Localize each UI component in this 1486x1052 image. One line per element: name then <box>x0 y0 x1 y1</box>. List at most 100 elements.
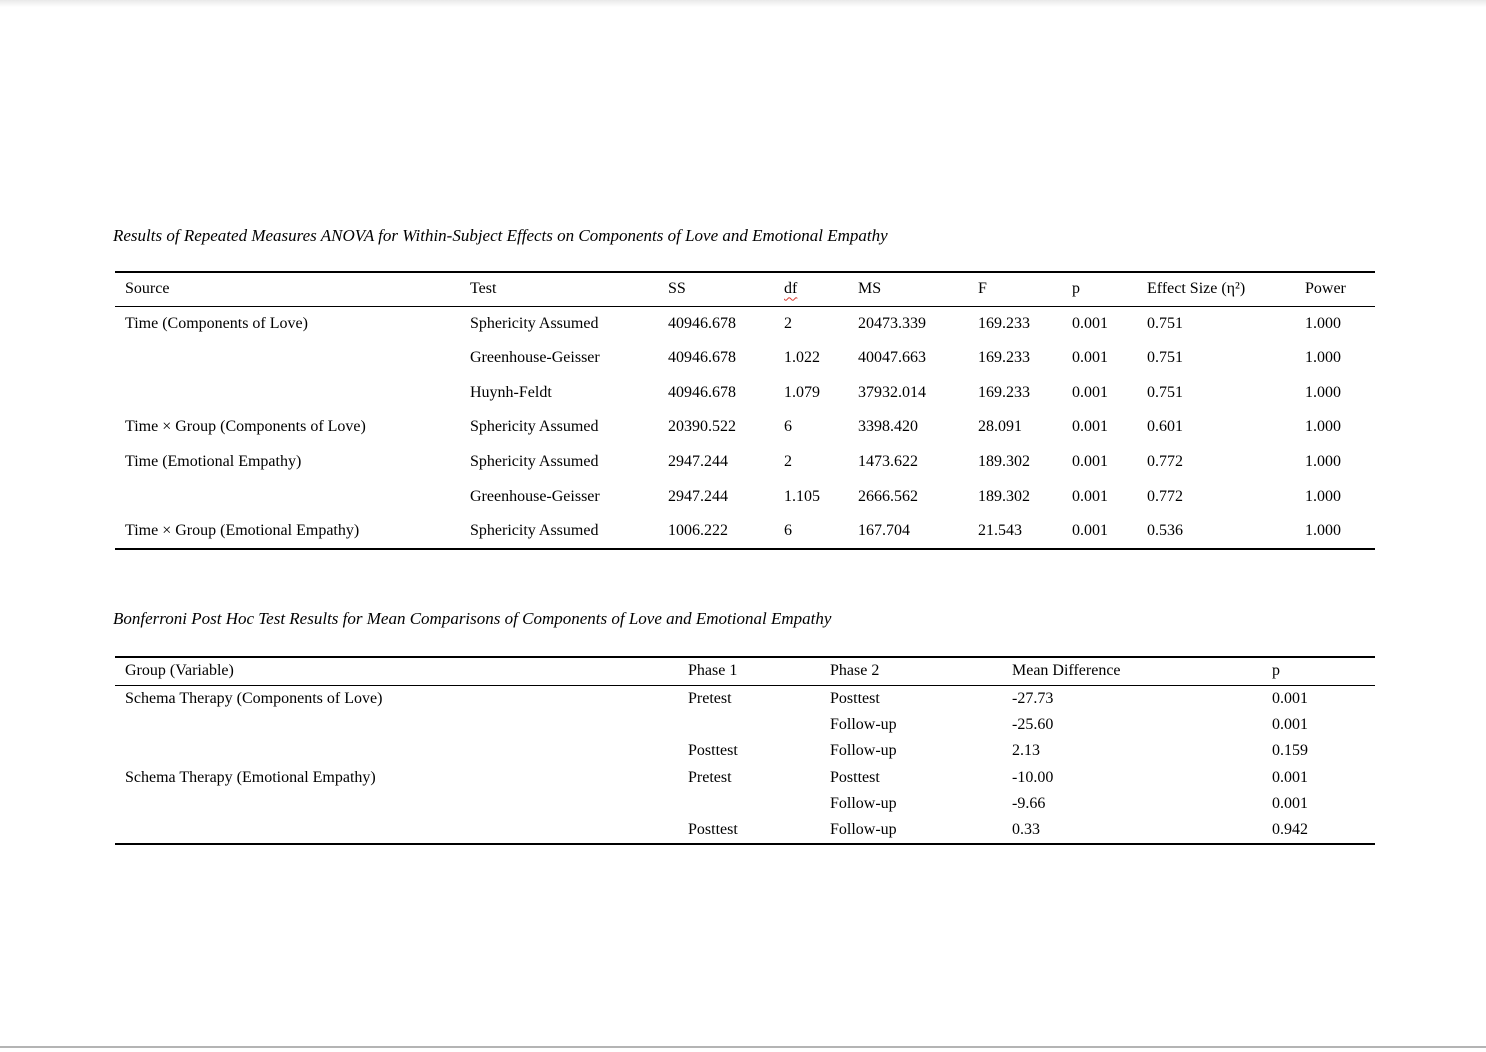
table-cell <box>688 712 830 739</box>
table-cell: Greenhouse-Geisser <box>470 487 600 505</box>
table-cell: 2947.244 <box>668 487 728 505</box>
table-cell: 0.751 <box>1147 314 1183 332</box>
table-cell <box>115 479 470 514</box>
posthoc-table: Group (Variable) Phase 1 Phase 2 Mean Di… <box>115 656 1375 845</box>
table-cell: Time (Emotional Empathy) <box>125 453 302 471</box>
table-cell: Follow-up <box>830 742 897 760</box>
table-cell: 28.091 <box>978 418 1022 436</box>
table-cell: 20473.339 <box>858 314 926 332</box>
table-cell: 0.601 <box>1147 418 1183 436</box>
table-row: Time × Group (Components of Love) Spheri… <box>115 410 1375 445</box>
table-cell: 1.000 <box>1305 314 1341 332</box>
table-cell: 37932.014 <box>858 383 926 401</box>
table-cell: Pretest <box>688 768 732 786</box>
table-cell: 0.751 <box>1147 383 1183 401</box>
anova-table-title: Results of Repeated Measures ANOVA for W… <box>113 226 888 245</box>
spellcheck-underlined-text: df <box>784 280 798 298</box>
table-cell: Greenhouse-Geisser <box>470 349 600 367</box>
table-cell: 189.302 <box>978 487 1030 505</box>
table-cell: 40946.678 <box>668 383 736 401</box>
table-cell: 1.105 <box>784 487 820 505</box>
table-cell: 0.159 <box>1272 742 1308 760</box>
table-cell: 0.001 <box>1272 715 1308 733</box>
column-header-phase2: Phase 2 <box>830 657 1012 686</box>
table-cell: 40047.663 <box>858 349 926 367</box>
table-cell: 169.233 <box>978 383 1030 401</box>
table-cell: 167.704 <box>858 521 910 539</box>
column-header-df: df <box>784 272 858 307</box>
table-cell: 0.001 <box>1072 418 1108 436</box>
table-cell: Posttest <box>688 821 738 839</box>
table-cell: 0.001 <box>1072 453 1108 471</box>
anova-header-row: Source Test SS df MS F p Effect Size (η²… <box>115 272 1375 307</box>
table-cell: 1.000 <box>1305 418 1341 436</box>
table-cell: 0.536 <box>1147 521 1183 539</box>
table-cell: 169.233 <box>978 314 1030 332</box>
table-cell: 0.33 <box>1012 821 1040 839</box>
table-cell: 1.079 <box>784 383 820 401</box>
table-cell: Time × Group (Emotional Empathy) <box>125 521 360 539</box>
table-cell: Sphericity Assumed <box>470 521 599 539</box>
table-row: Schema Therapy (Emotional Empathy) Prete… <box>115 765 1375 792</box>
table-cell: 20390.522 <box>668 418 736 436</box>
table-cell: Follow-up <box>830 821 897 839</box>
table-cell: 21.543 <box>978 521 1022 539</box>
table-cell <box>115 712 688 739</box>
table-cell: 3398.420 <box>858 418 918 436</box>
table-cell: 0.001 <box>1072 314 1108 332</box>
table-cell: Sphericity Assumed <box>470 453 599 471</box>
table-row: Follow-up -9.66 0.001 <box>115 791 1375 818</box>
column-header-f: F <box>978 272 1072 307</box>
table-cell: -25.60 <box>1012 715 1054 733</box>
table-cell: Schema Therapy (Components of Love) <box>125 689 383 707</box>
column-header-effect-size: Effect Size (η²) <box>1147 272 1305 307</box>
table-row: Greenhouse-Geisser 40946.678 1.022 40047… <box>115 341 1375 376</box>
table-cell: Time (Components of Love) <box>125 314 308 332</box>
page-top-shadow <box>0 0 1486 7</box>
table-row: Schema Therapy (Components of Love) Pret… <box>115 685 1375 712</box>
table-cell: Posttest <box>830 768 880 786</box>
table-cell: 0.772 <box>1147 487 1183 505</box>
table-cell: 2947.244 <box>668 453 728 471</box>
table-cell: 2 <box>784 453 792 471</box>
column-header-test: Test <box>470 272 668 307</box>
table-cell: Pretest <box>688 689 732 707</box>
table-cell: 1.000 <box>1305 349 1341 367</box>
table-cell: 0.001 <box>1272 768 1308 786</box>
table-cell: 2.13 <box>1012 742 1040 760</box>
table-row: Time (Components of Love) Sphericity Ass… <box>115 306 1375 341</box>
table-cell <box>688 791 830 818</box>
table-cell: 6 <box>784 521 792 539</box>
table-cell: Follow-up <box>830 715 897 733</box>
table-cell: 1006.222 <box>668 521 728 539</box>
table-cell: 40946.678 <box>668 349 736 367</box>
column-header-ms: MS <box>858 272 978 307</box>
table-cell: 0.001 <box>1272 795 1308 813</box>
column-header-ss: SS <box>668 272 784 307</box>
table-row: Time (Emotional Empathy) Sphericity Assu… <box>115 445 1375 480</box>
table-row: Greenhouse-Geisser 2947.244 1.105 2666.5… <box>115 479 1375 514</box>
table-cell: Schema Therapy (Emotional Empathy) <box>125 768 376 786</box>
column-header-p: p <box>1272 657 1375 686</box>
table-cell: 1.000 <box>1305 521 1341 539</box>
table-cell <box>115 791 688 818</box>
table-cell: Follow-up <box>830 795 897 813</box>
table-cell: 1.000 <box>1305 453 1341 471</box>
column-header-phase1: Phase 1 <box>688 657 830 686</box>
table-cell <box>115 818 688 845</box>
posthoc-table-title: Bonferroni Post Hoc Test Results for Mea… <box>113 609 832 628</box>
table-cell: Posttest <box>830 689 880 707</box>
table-cell: 0.751 <box>1147 349 1183 367</box>
table-cell: 0.001 <box>1272 689 1308 707</box>
table-cell <box>115 738 688 765</box>
table-cell: Time × Group (Components of Love) <box>125 418 366 436</box>
table-cell: Sphericity Assumed <box>470 418 599 436</box>
table-row: Posttest Follow-up 2.13 0.159 <box>115 738 1375 765</box>
table-cell: 2 <box>784 314 792 332</box>
table-cell: Sphericity Assumed <box>470 314 599 332</box>
posthoc-header-row: Group (Variable) Phase 1 Phase 2 Mean Di… <box>115 657 1375 686</box>
table-cell: 1.022 <box>784 349 820 367</box>
table-cell: 0.772 <box>1147 453 1183 471</box>
table-cell: 1.000 <box>1305 383 1341 401</box>
